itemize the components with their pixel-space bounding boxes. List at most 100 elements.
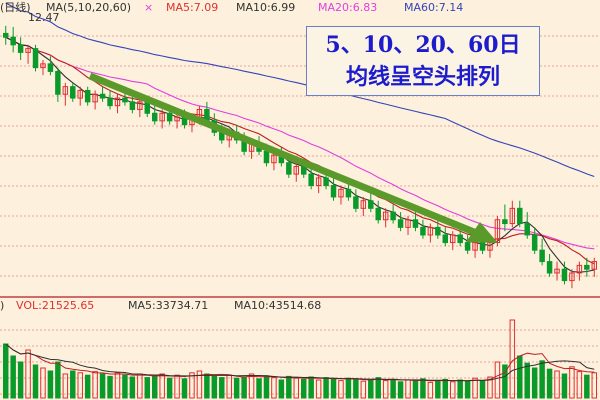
volume-ma10-line	[5, 343, 595, 382]
volume-bar	[211, 375, 218, 399]
volume-bar	[457, 379, 463, 399]
ma60-label: MA60:7.14	[404, 1, 463, 14]
candle-down	[151, 112, 158, 122]
ma10-label: MA10:6.99	[236, 1, 295, 14]
candle-up	[449, 234, 456, 244]
volume-bar	[591, 372, 598, 399]
volume-bar	[256, 378, 262, 399]
high-price-marker: 12.47	[28, 11, 60, 24]
volume-bar	[308, 376, 314, 399]
volume-bar	[479, 380, 486, 399]
volume-bar	[92, 371, 98, 399]
ma60-line	[5, 2, 595, 178]
candle-down	[524, 223, 530, 236]
ma20-line	[5, 36, 595, 250]
candle-down	[84, 89, 91, 103]
candle-up	[174, 116, 180, 122]
candle-down	[10, 36, 16, 46]
volume-bar	[2, 343, 9, 399]
candle-down	[375, 207, 381, 221]
candle-down	[464, 242, 471, 251]
volume-bar	[360, 380, 367, 399]
candle-down	[70, 86, 76, 99]
volume-bar	[196, 370, 203, 399]
volume-bar	[10, 355, 16, 399]
volume-bar	[99, 373, 106, 399]
volume-bar	[77, 372, 83, 399]
volume-bar	[122, 374, 128, 399]
volume-bar	[219, 377, 225, 399]
volume-bar	[390, 378, 396, 399]
candle-down	[412, 219, 419, 228]
volume-bar	[263, 375, 270, 399]
volume-bar	[114, 372, 121, 399]
volume-bar	[323, 377, 329, 399]
candle-up	[25, 48, 31, 53]
header-prefix: (日线)	[0, 0, 31, 14]
vol-prefix: )	[0, 299, 4, 312]
candle-up	[114, 97, 121, 107]
candle-up	[271, 154, 277, 164]
candle-down	[390, 211, 396, 221]
candle-down	[129, 101, 136, 110]
candle-up	[360, 200, 367, 209]
volume-bar	[293, 377, 300, 399]
volume-bar	[531, 367, 538, 399]
volume-bar	[315, 379, 322, 399]
candle-up	[569, 272, 575, 282]
volume-bar	[144, 377, 151, 399]
candle-down	[99, 93, 106, 99]
arrow-shaft	[88, 72, 476, 236]
candle-up	[427, 226, 434, 236]
volume-bar	[107, 375, 113, 399]
volume-ma5-line	[5, 343, 595, 382]
volume-bar	[569, 366, 575, 399]
annotation-line1: 5、10、20、60日	[325, 32, 521, 58]
volume-bar	[338, 380, 344, 399]
candle-up	[137, 101, 143, 110]
volume-bar	[300, 378, 307, 399]
volume-bar	[472, 377, 478, 399]
candle-down	[584, 264, 590, 270]
volume-bar	[84, 374, 91, 399]
annotation-box: 5、10、20、60日 均线呈空头排列	[306, 26, 540, 96]
ma-toggle-icon[interactable]: ×	[144, 1, 153, 14]
volume-bar	[353, 378, 359, 399]
candle-up	[77, 89, 83, 99]
volume-bar	[25, 349, 31, 399]
volume-bar	[55, 361, 61, 399]
volume-bar	[62, 373, 69, 399]
vol-ma5-label: MA5:33734.71	[128, 299, 208, 312]
candle-down	[479, 242, 486, 251]
volume-bar	[32, 364, 39, 399]
candle-down	[286, 162, 292, 175]
candle-up	[382, 211, 389, 221]
volume-bar	[226, 374, 232, 399]
volume-bar	[286, 375, 292, 399]
volume-bar	[584, 374, 590, 399]
candle-down	[2, 32, 9, 38]
downtrend-arrow	[88, 72, 498, 243]
volume-bar	[368, 379, 374, 399]
candle-down	[397, 219, 404, 228]
candle-down	[330, 185, 337, 198]
volume-bar	[181, 378, 188, 399]
candle-up	[92, 93, 98, 103]
candle-down	[442, 234, 449, 244]
candle-up	[40, 63, 46, 69]
candle-down	[47, 63, 54, 72]
volume-bar	[576, 371, 583, 399]
candle-down	[561, 268, 568, 282]
volume-bar	[405, 379, 411, 399]
volume-bar	[189, 372, 195, 399]
candlesticks	[2, 25, 598, 289]
candle-down	[345, 188, 352, 198]
candle-down	[368, 200, 374, 209]
volume-bar	[494, 361, 501, 399]
volume-bar	[397, 381, 404, 399]
volume-bar	[271, 377, 277, 399]
volume-bar	[47, 370, 54, 399]
candle-down	[517, 207, 523, 225]
candle-down	[300, 166, 307, 175]
